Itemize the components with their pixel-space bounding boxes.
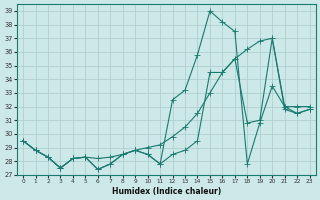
X-axis label: Humidex (Indice chaleur): Humidex (Indice chaleur): [112, 187, 221, 196]
